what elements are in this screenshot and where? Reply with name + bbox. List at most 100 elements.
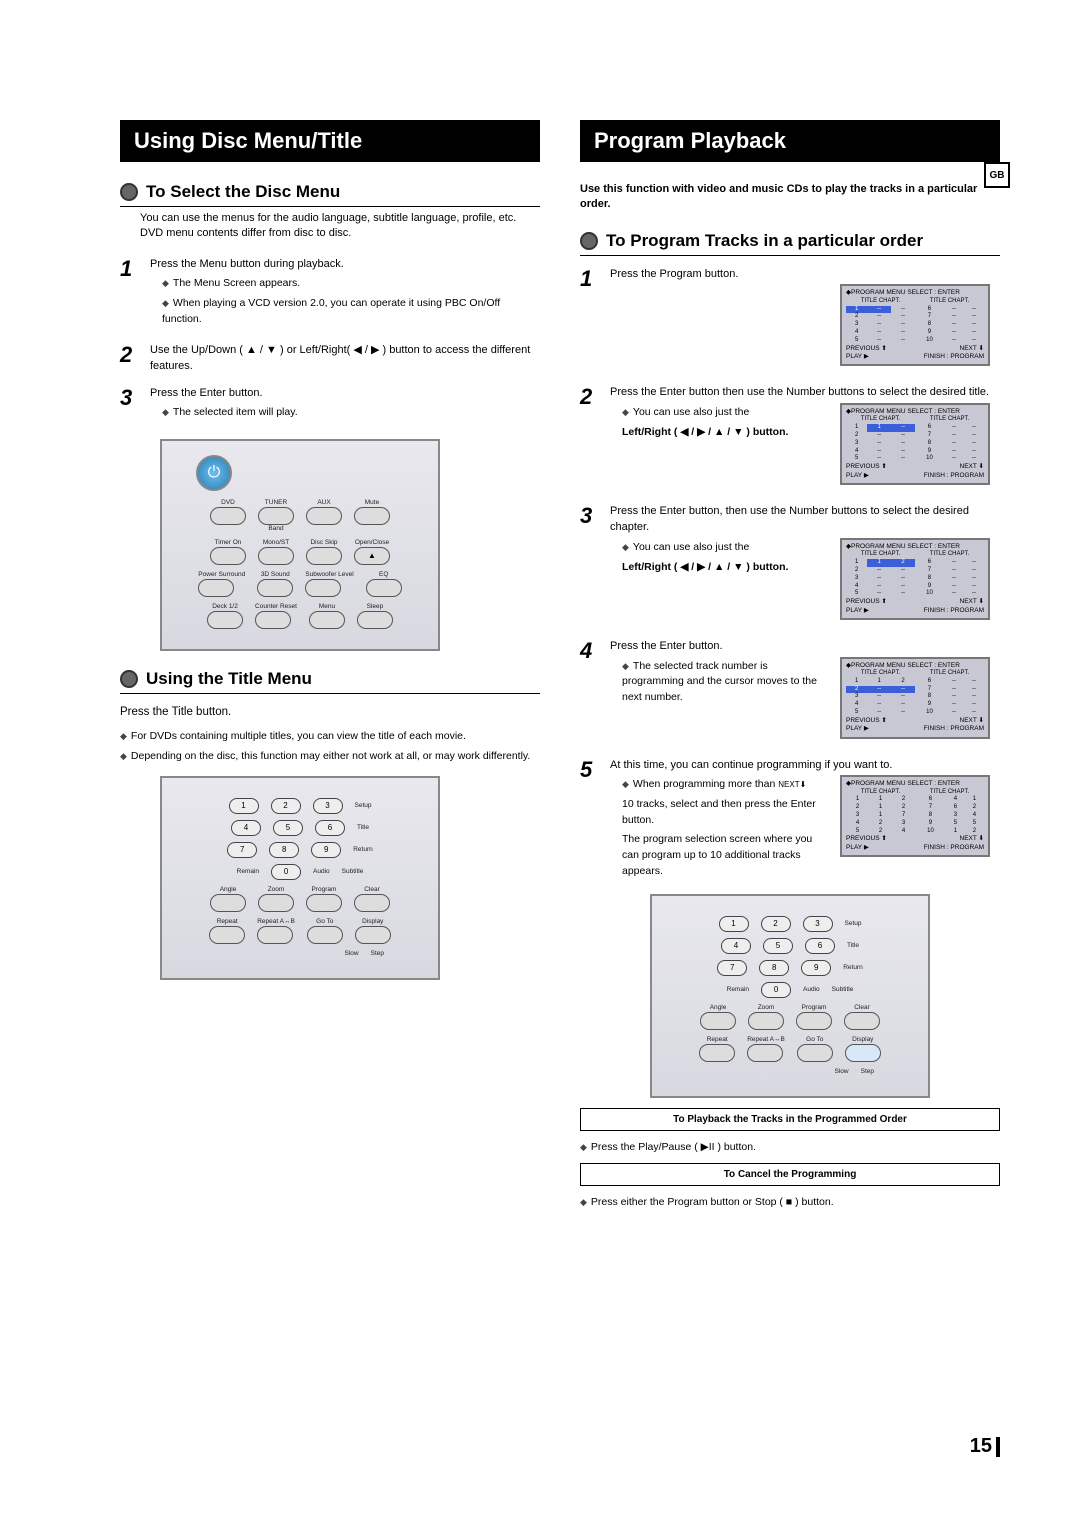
page-number-text: 15: [970, 1435, 992, 1457]
remote-button: [257, 579, 293, 597]
step-number: 5: [580, 757, 600, 783]
subhead-title: To Select the Disc Menu: [146, 182, 340, 202]
step-number: 1: [580, 266, 600, 292]
number-button: 0: [271, 864, 301, 880]
remote-illustration-3: 123Setup 456Title 789Return Remain 0 Aud…: [650, 894, 930, 1098]
remote-label: Band: [258, 525, 294, 532]
prog-menu-header: ◆PROGRAM MENU SELECT : ENTER: [846, 543, 984, 551]
number-button: 4: [231, 820, 261, 836]
remote-button: [210, 547, 246, 565]
remote-button: [844, 1012, 880, 1030]
body-note: Depending on the disc, this function may…: [120, 750, 540, 762]
footer-text: FINISH : PROGRAM: [924, 353, 984, 361]
number-button: 3: [803, 916, 833, 932]
remote-button: [258, 894, 294, 912]
number-button: 8: [759, 960, 789, 976]
next-label: NEXT⬇: [778, 780, 806, 789]
remote-label: Sleep: [357, 603, 393, 610]
remote-label: Remain: [727, 986, 749, 993]
remote-button: [354, 507, 390, 525]
remote-label: Timer On: [210, 539, 246, 546]
footer-text: NEXT ⬇: [960, 345, 984, 353]
remote-button: [699, 1044, 735, 1062]
remote-label: Repeat: [209, 918, 245, 925]
col-head: TITLE CHAPT.: [846, 298, 915, 306]
remote-button: [307, 926, 343, 944]
col-head: TITLE CHAPT.: [846, 789, 915, 797]
bullet-icon: [120, 183, 138, 201]
remote-label: DVD: [210, 499, 246, 506]
heading-bar-cancel: To Cancel the Programming: [580, 1163, 1000, 1186]
remote-button: [366, 579, 402, 597]
prog-menu-header: ◆PROGRAM MENU SELECT : ENTER: [846, 289, 984, 297]
remote-button: [306, 547, 342, 565]
remote-button: [305, 579, 341, 597]
power-icon: ⏻: [196, 455, 232, 491]
bullet-icon: [580, 232, 598, 250]
number-button: 7: [717, 960, 747, 976]
footer-text: PREVIOUS ⬆: [846, 463, 887, 471]
step-number: 1: [120, 256, 140, 282]
bullet-icon: [120, 670, 138, 688]
remote-label: Audio: [803, 986, 820, 993]
remote-button: [209, 926, 245, 944]
step-number: 4: [580, 638, 600, 664]
number-button: 3: [313, 798, 343, 814]
footer-text: FINISH : PROGRAM: [924, 844, 984, 852]
col-head: TITLE CHAPT.: [915, 789, 984, 797]
remote-button: ▲: [354, 547, 390, 565]
remote-label: Deck 1/2: [207, 603, 243, 610]
step-note: The Menu Screen appears.: [162, 276, 540, 292]
intro-text: You can use the menus for the audio lang…: [140, 211, 540, 242]
section-header-disc-menu: Using Disc Menu/Title: [120, 120, 540, 162]
remote-button: [306, 507, 342, 525]
step-text: Press the Enter button, then use the Num…: [610, 503, 990, 536]
body-note: Press either the Program button or Stop …: [580, 1196, 1000, 1208]
remote-label: Display: [355, 918, 391, 925]
remote-label: Step: [371, 950, 384, 957]
col-head: TITLE CHAPT.: [846, 670, 915, 678]
remote-button: [198, 579, 234, 597]
subhead-title-menu: Using the Title Menu: [120, 669, 540, 694]
step-number: 3: [580, 503, 600, 529]
footer-text: NEXT ⬇: [960, 463, 984, 471]
footer-text: NEXT ⬇: [960, 717, 984, 725]
body-note: Press the Play/Pause ( ▶II ) button.: [580, 1141, 1000, 1153]
remote-label: Angle: [700, 1004, 736, 1011]
remote-label: Angle: [210, 886, 246, 893]
remote-button: [354, 894, 390, 912]
gb-badge: GB: [984, 162, 1010, 188]
step-text: Press the Menu button during playback.: [150, 256, 540, 273]
remote-label: EQ: [366, 571, 402, 578]
remote-button: [700, 1012, 736, 1030]
remote-label: Display: [845, 1036, 881, 1043]
remote-button: [309, 611, 345, 629]
remote-label: Step: [861, 1068, 874, 1075]
col-head: TITLE CHAPT.: [846, 551, 915, 559]
intro-text: Use this function with video and music C…: [580, 182, 1000, 213]
remote-label: Go To: [797, 1036, 833, 1043]
program-menu-screenshot: ◆PROGRAM MENU SELECT : ENTER TITLE CHAPT…: [840, 775, 990, 857]
footer-text: PREVIOUS ⬆: [846, 598, 887, 606]
remote-button: [306, 894, 342, 912]
section-header-program-playback: Program Playback: [580, 120, 1000, 162]
remote-label: Program: [796, 1004, 832, 1011]
remote-label: Slow: [835, 1068, 849, 1075]
remote-label: Clear: [354, 886, 390, 893]
program-menu-screenshot: ◆PROGRAM MENU SELECT : ENTER TITLE CHAPT…: [840, 538, 990, 620]
program-menu-screenshot: ◆PROGRAM MENU SELECT : ENTER TITLE CHAPT…: [840, 284, 990, 366]
remote-label: Subtitle: [342, 868, 364, 875]
step-number: 2: [120, 342, 140, 368]
number-button: 9: [801, 960, 831, 976]
footer-text: PLAY ▶: [846, 353, 869, 361]
remote-label: Mute: [354, 499, 390, 506]
remote-label: 3D Sound: [257, 571, 293, 578]
remote-illustration-1: ⏻ DVD TUNERBand AUX Mute Timer On Mono/S…: [160, 439, 440, 651]
subhead-select-disc-menu: To Select the Disc Menu: [120, 182, 540, 207]
remote-label: Setup: [355, 802, 372, 809]
program-menu-screenshot: ◆PROGRAM MENU SELECT : ENTER TITLE CHAPT…: [840, 657, 990, 739]
remote-label: Repeat A↔B: [747, 1036, 785, 1043]
number-button: 0: [761, 982, 791, 998]
remote-label: TUNER: [258, 499, 294, 506]
remote-button: [355, 926, 391, 944]
